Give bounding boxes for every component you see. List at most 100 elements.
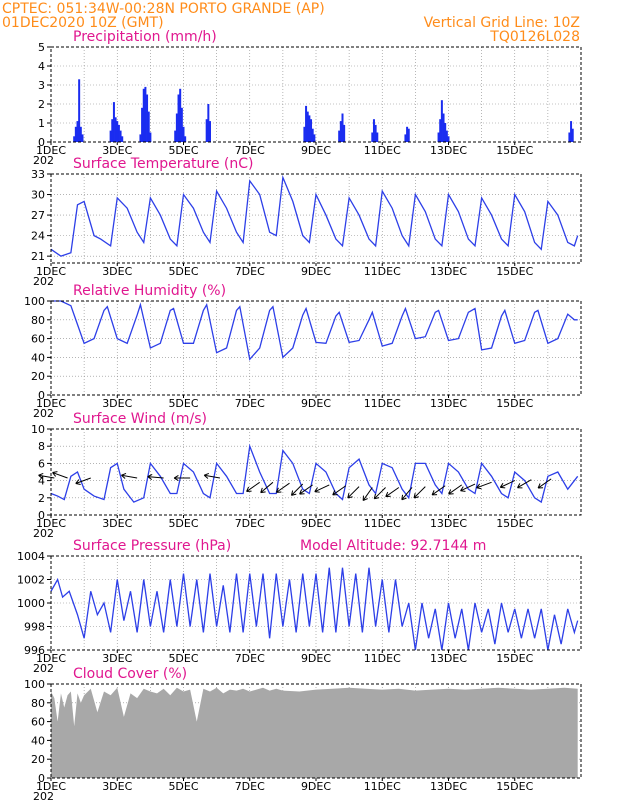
precip-bar [339,121,342,142]
x-tick-label: 3DEC [102,780,132,793]
y-tick-label: 8 [38,440,45,453]
cloud-cover-area [51,687,578,778]
y-tick-label: 996 [24,644,45,657]
year-label: 202 [33,790,54,800]
precip-bar [303,126,306,142]
precip-bar [209,121,211,142]
x-tick-label: 11DEC [364,780,401,793]
precip-bar [81,134,84,142]
header-location: CPTEC: 051:34W-00:28N PORTO GRANDE (AP) [2,1,325,17]
x-tick-label: 3DEC [102,397,132,410]
wind-arrow [373,487,386,500]
x-tick-label: 13DEC [430,397,467,410]
y-tick-label: 21 [31,250,45,263]
precip-bar [79,126,82,142]
wind-arrow [290,483,304,496]
wind-arrow [38,472,55,479]
x-tick-label: 1DEC [36,397,66,410]
precip-bar [174,130,177,142]
y-tick-label: 24 [31,230,45,243]
x-tick-label: 15DEC [496,144,533,157]
precip-bar [74,126,77,142]
x-tick-label: 13DEC [430,265,467,278]
wind-arrow [246,481,260,492]
precip-bar [313,134,316,142]
y-tick-label: 3 [38,79,45,92]
y-tick-label: 20 [31,370,45,383]
x-tick-label: 5DEC [168,397,198,410]
precip-bar [177,94,180,142]
series-line [50,567,579,651]
precip-bar [179,88,182,142]
precip-bar [371,132,374,142]
panel-title: Relative Humidity (%) [73,283,226,299]
precip-bar [114,117,117,142]
precip-bar [141,107,144,142]
x-tick-label: 7DEC [235,265,265,278]
y-tick-label: 40 [31,734,45,747]
precip-bar [374,124,377,142]
x-tick-label: 1DEC [36,780,66,793]
x-tick-label: 9DEC [301,517,331,530]
panel-frame [50,46,582,143]
y-tick-label: 1 [38,117,45,130]
precip-bar [437,132,440,142]
x-tick-label: 9DEC [301,652,331,665]
wind-arrow [332,485,347,496]
precip-bar [78,79,81,142]
y-tick-label: 998 [24,621,45,634]
x-tick-label: 9DEC [301,144,331,157]
precip-bar [447,136,450,142]
precip-bar [142,88,145,142]
x-tick-label: 7DEC [235,144,265,157]
wind-arrow [173,475,191,482]
panel-4: 996 998 1000 1002 1004 Surface Pressure (hPa)… [17,538,582,675]
precip-bar [305,105,308,142]
x-tick-label: 5DEC [168,265,198,278]
y-tick-label: 30 [31,189,45,202]
precip-bar [139,134,142,142]
series-line [51,300,578,361]
panel-title: Cloud Cover (%) [73,666,187,682]
y-tick-label: 2 [38,492,45,505]
y-tick-label: 6 [38,457,45,470]
y-tick-label: 20 [31,753,45,766]
x-tick-label: 5DEC [168,517,198,530]
wind-arrow [517,479,532,489]
x-tick-label: 3DEC [102,517,132,530]
y-tick-label: 0 [38,509,45,522]
y-tick-label: 80 [31,314,45,327]
precip-bar [184,136,187,142]
precip-bar [121,136,124,142]
precip-bar [147,111,150,142]
x-tick-label: 13DEC [430,652,467,665]
precip-bar [144,86,147,142]
wind-arrow [413,486,426,499]
x-tick-label: 3DEC [102,652,132,665]
panel-0: 0 1 2 3 4 5 Precipitation (mm/h) 1DEC 3DEC 5DEC 7D… [33,29,582,167]
x-tick-label: 3DEC [102,144,132,157]
wind-arrow [431,485,446,496]
x-tick-label: 11DEC [364,652,401,665]
header-date: 01DEC2020 10Z (GMT) [2,15,164,31]
precip-bar [407,128,410,142]
panel-title: Surface Pressure (hPa) [73,538,231,554]
x-tick-label: 9DEC [301,780,331,793]
y-tick-label: 1002 [17,574,45,587]
x-tick-label: 15DEC [496,517,533,530]
x-tick-label: 7DEC [235,652,265,665]
wind-arrow [448,484,463,495]
precip-bar [175,113,178,142]
precip-bar [406,126,409,142]
wind-arrow [275,482,290,493]
precip-bar [182,126,185,142]
panel-5: 0 20 40 60 80 100 Cloud Cover (%) 1DEC 3DEC 5DEC 7… [24,666,582,800]
y-tick-label: 33 [31,168,45,181]
precip-bar [116,121,119,142]
y-tick-label: 80 [31,697,45,710]
x-tick-label: 5DEC [168,144,198,157]
x-tick-label: 7DEC [235,397,265,410]
y-tick-label: 60 [31,716,45,729]
y-tick-label: 0 [38,772,45,785]
precip-bar [308,115,311,142]
